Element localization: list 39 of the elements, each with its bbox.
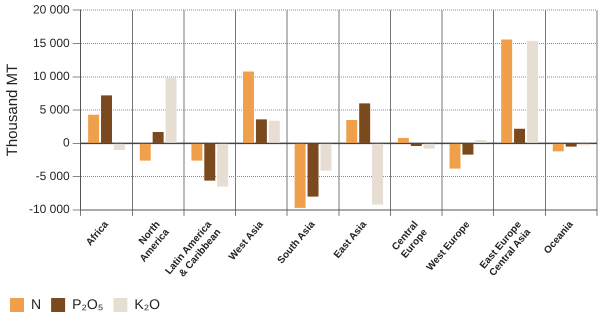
bar <box>140 144 151 161</box>
y-tick-label: -10 000 <box>28 202 70 216</box>
bar <box>526 40 538 143</box>
bar <box>308 144 319 197</box>
bar <box>191 144 202 161</box>
bar <box>410 144 422 146</box>
bar <box>359 103 370 143</box>
bar <box>462 144 474 155</box>
y-tick-label: 20 000 <box>32 2 70 17</box>
bar <box>514 128 526 143</box>
legend-label: P₂O₅ <box>72 296 104 312</box>
bar <box>243 71 254 143</box>
y-tick-label: 15 000 <box>32 36 70 50</box>
bar <box>152 132 164 143</box>
y-tick-label: -5 000 <box>36 168 70 183</box>
bar <box>101 95 112 143</box>
bar <box>475 140 486 143</box>
bar <box>450 144 461 169</box>
bar <box>88 114 100 143</box>
bar <box>166 78 177 143</box>
legend-label: N <box>31 296 42 312</box>
y-tick-label: 0 <box>63 136 70 150</box>
bar <box>346 120 358 143</box>
bar <box>256 119 267 143</box>
bar <box>501 39 512 143</box>
y-axis-title: Thousand MT <box>4 64 22 156</box>
bar <box>372 144 384 205</box>
bar <box>114 144 125 150</box>
bar <box>320 144 332 171</box>
legend-label: K₂O <box>134 296 160 312</box>
bar <box>294 144 306 208</box>
bar <box>217 144 228 187</box>
y-tick-label: 10 000 <box>32 69 70 84</box>
bar <box>398 138 409 143</box>
bar <box>424 144 435 149</box>
bar <box>552 144 564 152</box>
bar <box>204 144 216 181</box>
y-tick-label: 5 000 <box>40 102 70 116</box>
bar <box>268 120 280 143</box>
